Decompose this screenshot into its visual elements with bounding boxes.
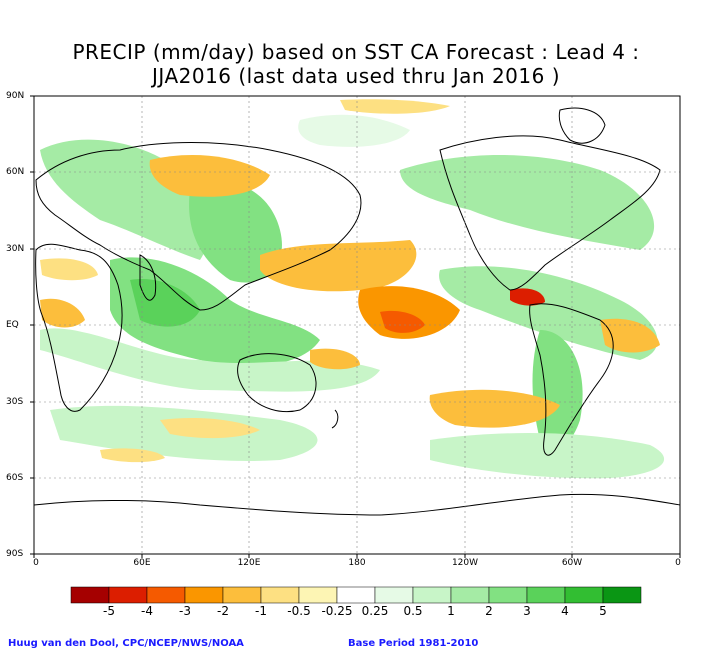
- colorbar-tick-label: 2: [485, 604, 493, 618]
- lat-label-60s: 60S: [6, 473, 24, 483]
- credit-author: Huug van den Dool, CPC/NCEP/NWS/NOAA: [8, 638, 244, 649]
- lon-label-0-east: 0: [675, 558, 681, 568]
- colorbar-tick-label: -5: [103, 604, 115, 618]
- colorbar-swatch: [374, 586, 414, 604]
- colorbar-tick-label: 4: [561, 604, 569, 618]
- anomaly-regions: [40, 99, 665, 479]
- lat-label-30s: 30S: [6, 397, 24, 407]
- anomaly-region: [40, 258, 98, 281]
- coastline-nz: [331, 409, 339, 429]
- anomaly-region: [189, 182, 282, 283]
- lon-label-0: 0: [33, 558, 39, 568]
- anomaly-region: [130, 279, 200, 327]
- lon-label-120w: 120W: [451, 558, 479, 568]
- coastline-india: [139, 254, 157, 301]
- anomaly-region: [439, 266, 658, 360]
- anomaly-region: [40, 298, 85, 328]
- colorbar-swatch: [336, 586, 376, 604]
- colorbar-tick-label: -0.25: [321, 604, 353, 618]
- colorbar-swatch: [488, 586, 528, 604]
- anomaly-region: [429, 389, 560, 428]
- anomaly-region: [298, 114, 410, 147]
- coastline-north-america: [439, 135, 661, 291]
- colorbar-swatch: [184, 586, 224, 604]
- colorbar-swatch: [260, 586, 300, 604]
- anomaly-region: [430, 433, 665, 479]
- coastline-africa: [35, 243, 123, 412]
- lon-label-60e: 60E: [133, 558, 151, 568]
- colorbar-tick-label: -4: [141, 604, 153, 618]
- colorbar-tick-label: -2: [217, 604, 229, 618]
- anomaly-region: [100, 448, 165, 463]
- axis-ticks: [30, 95, 681, 558]
- colorbar-swatch: [564, 586, 604, 604]
- colorbar-swatch: [450, 586, 490, 604]
- colorbar-swatch: [108, 586, 148, 604]
- colorbar-swatch: [602, 586, 642, 604]
- lat-label-30n: 30N: [6, 244, 25, 254]
- anomaly-region: [600, 318, 660, 353]
- gridlines: [34, 96, 680, 554]
- map-title-line1: PRECIP (mm/day) based on SST CA Forecast…: [72, 40, 640, 64]
- anomaly-region: [380, 310, 425, 333]
- colorbar-tick-label: 0.5: [403, 604, 423, 618]
- anomaly-region: [400, 155, 655, 250]
- colorbar-swatch: [146, 586, 186, 604]
- lat-label-90s: 90S: [6, 549, 24, 559]
- anomaly-region: [149, 155, 270, 197]
- colorbar-tick-label: 1: [447, 604, 455, 618]
- map-title-line2: JJA2016 (last data used thru Jan 2016 ): [152, 64, 560, 88]
- colorbar-swatch: [412, 586, 452, 604]
- colorbar-swatch: [526, 586, 566, 604]
- coastlines: [33, 107, 681, 516]
- lat-label-eq: EQ: [6, 320, 19, 330]
- colorbar-tick-label: 3: [523, 604, 531, 618]
- colorbar-swatch: [70, 586, 110, 604]
- anomaly-region: [340, 99, 450, 114]
- anomaly-region: [40, 328, 380, 392]
- coastline-antarctica: [33, 493, 681, 516]
- anomaly-region: [358, 286, 460, 339]
- coastline-south-america: [529, 303, 614, 456]
- colorbar-swatch: [298, 586, 338, 604]
- credit-base-period: Base Period 1981-2010: [348, 638, 479, 649]
- anomaly-region: [510, 288, 545, 306]
- colorbar-swatch: [222, 586, 262, 604]
- coastline-australia: [237, 353, 317, 413]
- coastline-eurasia: [35, 142, 362, 311]
- lat-label-90n: 90N: [6, 91, 25, 101]
- lon-label-60w: 60W: [561, 558, 583, 568]
- colorbar-tick-label: 0.25: [361, 604, 389, 618]
- anomaly-region: [160, 418, 260, 439]
- lon-label-180: 180: [348, 558, 366, 568]
- anomaly-region: [310, 348, 360, 370]
- anomaly-region: [260, 240, 417, 292]
- colorbar-tick-label: -3: [179, 604, 191, 618]
- anomaly-region: [532, 330, 583, 451]
- colorbar: [70, 586, 642, 604]
- lat-label-60n: 60N: [6, 167, 25, 177]
- colorbar-tick-label: -0.5: [287, 604, 311, 618]
- lon-label-120e: 120E: [237, 558, 261, 568]
- coastline-greenland: [558, 107, 606, 144]
- colorbar-tick-label: -1: [255, 604, 267, 618]
- colorbar-tick-label: 5: [599, 604, 607, 618]
